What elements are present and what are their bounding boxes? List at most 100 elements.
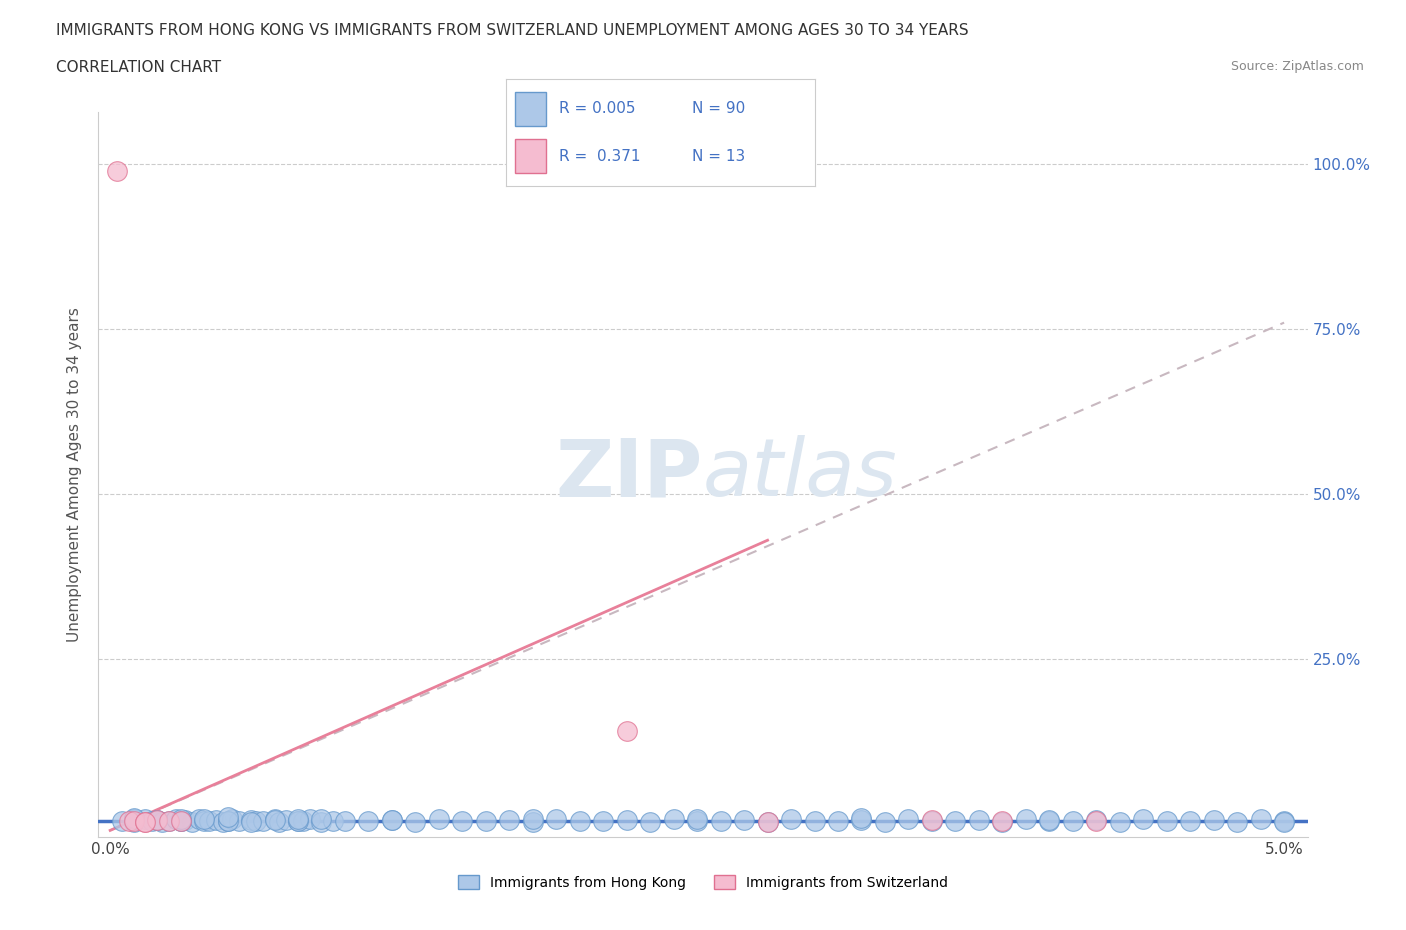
Point [122,815,145,830]
Text: IMMIGRANTS FROM HONG KONG VS IMMIGRANTS FROM SWITZERLAND UNEMPLOYMENT AMONG AGES: IMMIGRANTS FROM HONG KONG VS IMMIGRANTS … [56,23,969,38]
Point [897,812,920,827]
Point [357,814,380,829]
Point [381,813,404,828]
Point [217,813,239,828]
Point [311,812,333,827]
Point [134,812,156,827]
Point [1062,814,1084,829]
Point [217,813,239,828]
Point [311,815,333,830]
Point [427,812,450,827]
Legend: Immigrants from Hong Kong, Immigrants from Switzerland: Immigrants from Hong Kong, Immigrants fr… [453,870,953,896]
Point [1085,813,1108,828]
Point [105,164,128,179]
Point [1226,815,1249,830]
FancyBboxPatch shape [516,92,547,126]
Point [475,814,498,829]
Point [592,814,614,829]
Point [803,813,825,828]
Point [756,815,779,830]
Point [122,811,145,826]
Point [118,813,141,828]
Point [221,812,243,827]
Point [381,813,404,828]
Text: CORRELATION CHART: CORRELATION CHART [56,60,221,75]
Point [616,813,638,828]
Point [991,815,1014,830]
Point [157,813,180,828]
Point [991,814,1014,829]
Point [967,813,990,828]
Point [169,813,191,828]
Point [1272,813,1295,828]
Point [111,813,134,828]
Point [150,815,173,830]
Text: R = 0.005: R = 0.005 [558,101,636,116]
Point [141,814,163,829]
Point [921,813,943,828]
Point [522,811,544,826]
Point [546,812,568,827]
Point [1272,815,1295,830]
Point [146,813,169,828]
Point [498,813,520,828]
Point [287,814,309,829]
Point [1085,813,1108,828]
Point [1202,813,1225,828]
Text: ZIP: ZIP [555,435,703,513]
Point [228,814,250,829]
Point [1132,812,1154,827]
Point [122,814,145,829]
Point [181,815,204,830]
Text: N = 13: N = 13 [692,149,745,164]
Point [686,813,709,828]
FancyBboxPatch shape [516,139,547,173]
Text: atlas: atlas [703,435,898,513]
Text: N = 90: N = 90 [692,101,745,116]
Point [134,815,156,830]
Point [165,811,187,826]
Point [1015,812,1038,827]
Point [638,815,661,830]
Point [122,810,145,825]
Point [174,813,197,828]
Point [193,813,215,828]
Point [287,813,309,828]
Point [193,812,215,827]
Point [276,813,298,828]
Point [1156,813,1178,828]
Point [710,814,733,829]
Point [873,815,896,830]
Point [851,810,873,825]
Point [851,813,873,828]
Point [252,814,274,829]
Point [146,813,169,828]
Point [1038,813,1060,828]
Point [1038,813,1060,828]
Point [217,810,239,825]
Point [134,815,156,830]
Point [686,812,709,827]
Point [333,813,356,828]
Point [404,815,426,830]
Point [291,814,314,829]
Point [146,813,169,828]
Point [204,813,226,828]
Point [568,813,591,828]
Point [733,813,755,828]
Point [662,812,685,827]
Point [263,812,285,827]
Point [1250,812,1272,827]
Point [522,815,544,830]
Point [197,814,219,829]
Point [322,813,344,828]
Point [827,814,849,829]
Point [169,814,191,829]
Point [169,814,191,829]
Point [945,814,967,829]
Point [1108,815,1130,830]
Point [780,812,803,827]
Point [157,814,180,829]
Point [245,813,267,828]
Point [188,812,211,827]
